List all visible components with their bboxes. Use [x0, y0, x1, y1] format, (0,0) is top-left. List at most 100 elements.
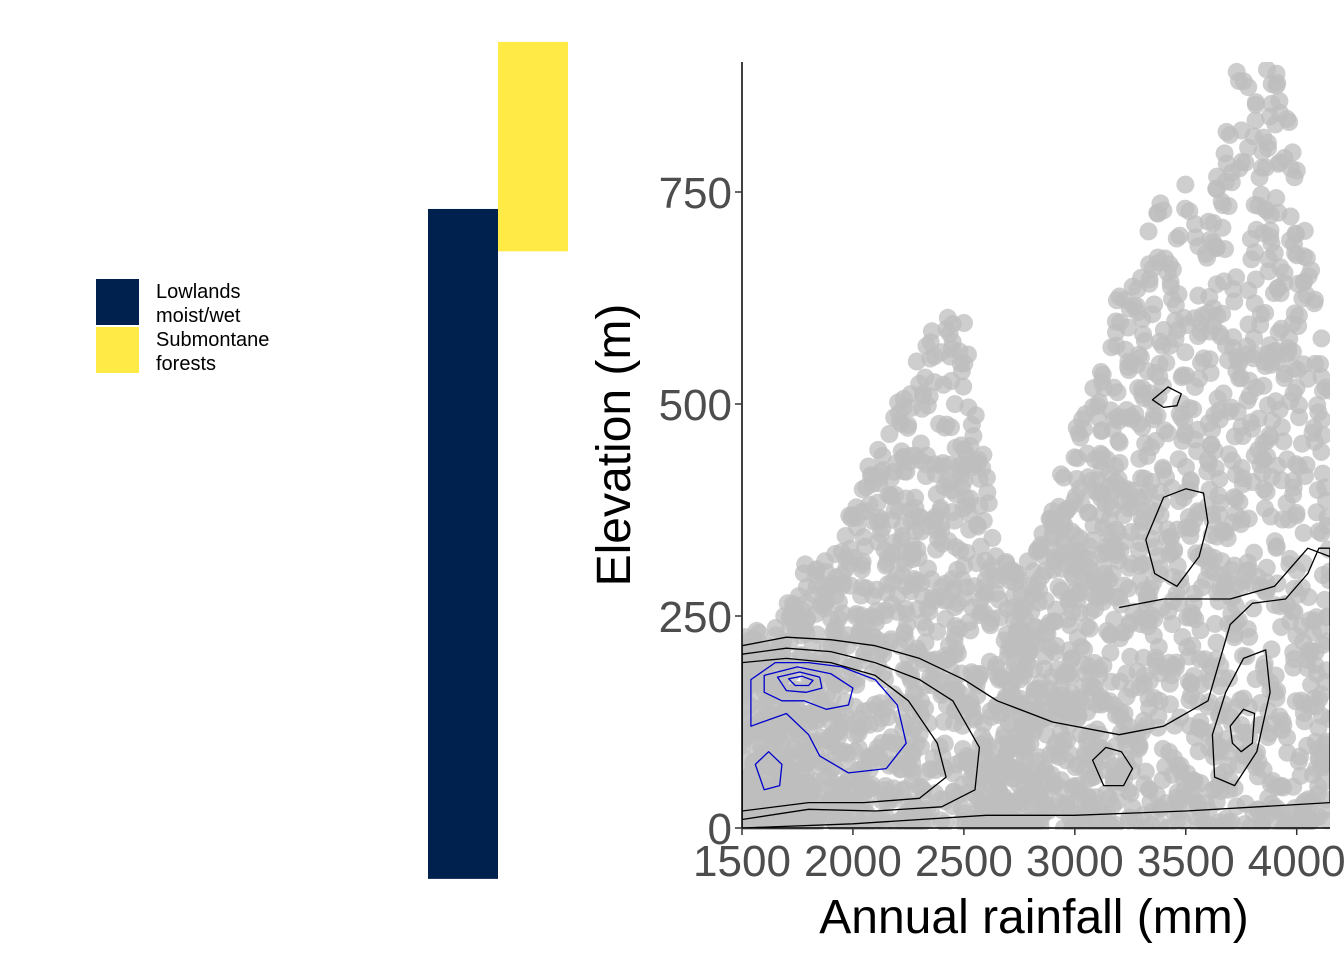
scatter-point [1129, 739, 1148, 758]
scatter-point [1271, 597, 1290, 616]
scatter-point [1189, 327, 1207, 346]
scatter-point [1318, 608, 1330, 627]
scatter-point [1239, 78, 1258, 97]
scatter-point [785, 602, 804, 621]
legend-label-submontane-line1: Submontane [156, 329, 270, 351]
scatter-point [825, 758, 844, 777]
scatter-point [1110, 287, 1129, 306]
scatter-point [826, 545, 845, 563]
legend-label-lowlands-line2: moist/wet [156, 305, 241, 327]
scatter-point [1167, 653, 1186, 672]
scatter-point [1008, 726, 1027, 745]
scatter-point [1291, 747, 1309, 766]
scatter-point [1112, 595, 1131, 614]
scatter-point [1230, 354, 1248, 373]
scatter-point [1232, 368, 1250, 387]
scatter-point [1139, 222, 1158, 241]
scatter-point [1175, 308, 1193, 327]
scatter-point [1223, 513, 1242, 532]
density-contour [1145, 488, 1209, 587]
scatter-point [1142, 472, 1161, 491]
scatter-point [1169, 492, 1188, 510]
scatter-point [1163, 615, 1182, 634]
scatter-point [1189, 286, 1208, 305]
scatter-point [1265, 244, 1284, 262]
density-contours [742, 386, 1330, 829]
scatter-point [1176, 199, 1195, 218]
scatter-point [1146, 652, 1165, 671]
scatter-point [1259, 262, 1278, 281]
scatter-point [848, 772, 867, 791]
scatter-point [1168, 788, 1187, 807]
scatter-point [1034, 546, 1053, 565]
scatter-point [1289, 317, 1308, 335]
scatter-point [1111, 672, 1129, 691]
scatter-point [898, 418, 917, 437]
scatter-point [1245, 243, 1264, 262]
x-tick-label: 3500 [1137, 837, 1235, 886]
scatter-point [1302, 675, 1321, 694]
scatter-point [1115, 704, 1134, 723]
scatter-point [1211, 579, 1230, 598]
scatter-point [1229, 611, 1248, 630]
scatter-point [943, 503, 962, 521]
scatter-point [1238, 391, 1257, 410]
density-contour [754, 751, 783, 791]
scatter-point [901, 731, 920, 750]
scatter-point [1101, 643, 1120, 662]
scatter-point [1116, 340, 1135, 359]
scatter-point [845, 742, 864, 761]
scatter-point [1317, 752, 1330, 771]
scatter-point [945, 395, 964, 414]
scatter-point [979, 494, 998, 513]
scatter-point [865, 747, 884, 766]
scatter-point [837, 706, 855, 725]
scatter-point [742, 697, 758, 716]
scatter-point [1257, 201, 1276, 220]
legend-item-submontane: Submontane forests [96, 327, 356, 375]
scatter-point [827, 812, 846, 830]
scatter-point [1102, 338, 1121, 357]
scatter-point [1294, 523, 1313, 542]
scatter-point [1053, 513, 1072, 532]
range-bar-lowlands [428, 208, 498, 879]
scatter-point [993, 736, 1012, 754]
scatter-point [1154, 321, 1173, 339]
scatter-point [1065, 491, 1084, 510]
scatter-point [976, 739, 995, 758]
scatter-point [1129, 345, 1148, 364]
scatter-point [1176, 343, 1195, 362]
scatter-point [913, 613, 932, 632]
scatter-point [848, 518, 867, 537]
scatter-point [1143, 305, 1162, 324]
scatter-point [783, 685, 802, 704]
scatter-point [1199, 697, 1218, 716]
scatter-point [767, 626, 785, 645]
scatter-point [932, 577, 951, 596]
scatter-point [883, 572, 902, 591]
scatter-point [869, 440, 888, 459]
scatter-point [928, 622, 947, 641]
scatter-point [1233, 152, 1251, 171]
scatter-point [824, 622, 843, 641]
scatter-point [904, 807, 923, 826]
scatter-point [1132, 818, 1151, 830]
scatter-point [1018, 645, 1037, 664]
scatter-point [933, 682, 952, 701]
legend-label-lowlands-line1: Lowlands [156, 281, 241, 303]
scatter-point [1061, 652, 1080, 671]
scatter-point [1172, 368, 1191, 387]
scatter-point [1077, 732, 1096, 751]
scatter-point [1314, 773, 1330, 792]
scatter-point [937, 415, 956, 434]
scatter-point [964, 427, 983, 445]
scatter-point [760, 780, 778, 799]
scatter-point [1226, 735, 1245, 753]
legend-swatch-lowlands [96, 279, 139, 325]
scatter-point [1315, 590, 1330, 609]
scatter-point [1251, 716, 1270, 735]
scatter-point [1118, 480, 1137, 499]
scatter-point [1122, 407, 1141, 426]
scatter-point [1274, 778, 1293, 797]
